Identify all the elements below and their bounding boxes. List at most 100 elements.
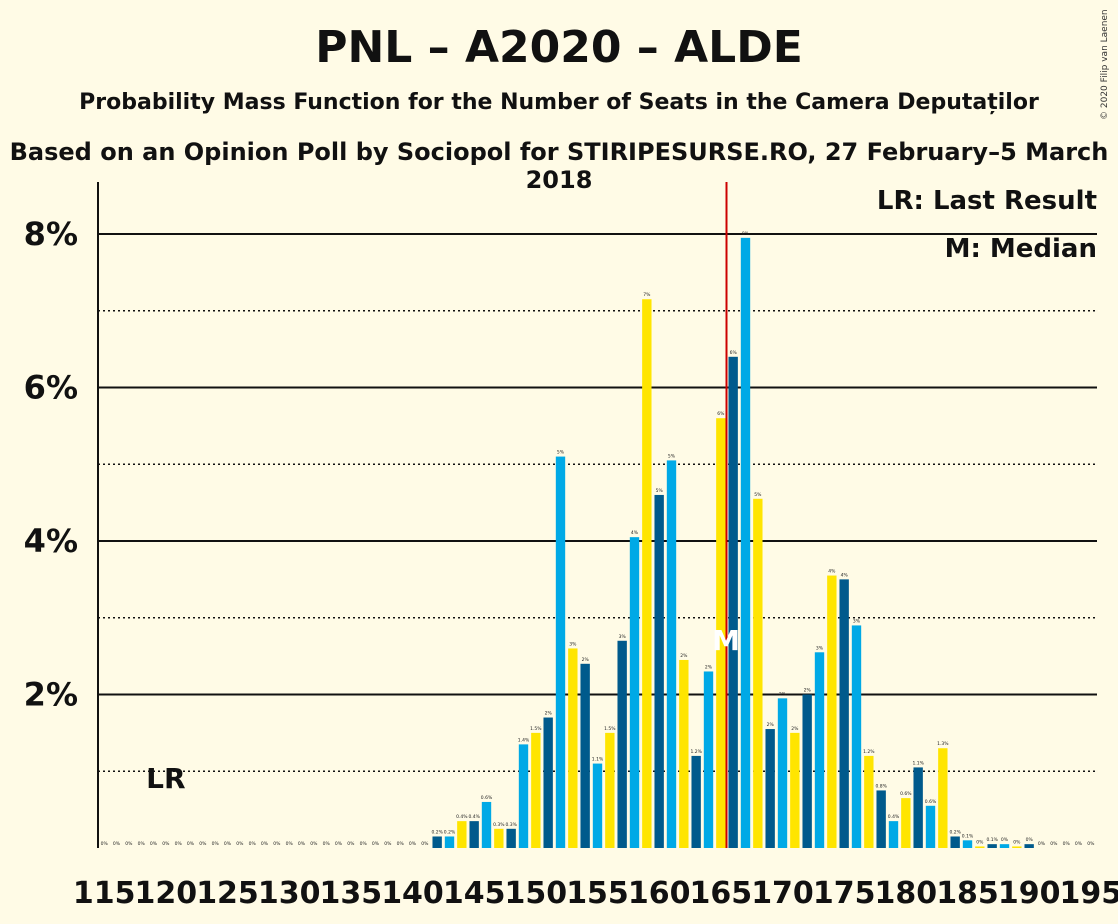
data-label-127: 0% <box>249 841 257 847</box>
bar-173 <box>814 652 825 848</box>
bar-175 <box>839 579 849 848</box>
bar-176 <box>851 625 862 848</box>
bar-171 <box>790 732 800 848</box>
data-label-146: 0.6% <box>481 795 493 801</box>
data-label-185: 0.1% <box>962 833 974 839</box>
x-tick-label: 120 <box>135 876 198 911</box>
data-label-138: 0% <box>384 841 392 847</box>
data-label-122: 0% <box>187 841 195 847</box>
bar-153 <box>568 648 578 848</box>
bar-185 <box>962 840 973 848</box>
data-label-169: 2% <box>767 722 775 728</box>
x-tick-label: 130 <box>258 876 321 911</box>
bar-179 <box>888 821 899 848</box>
data-label-152: 5% <box>557 450 565 456</box>
data-label-129: 0% <box>273 841 281 847</box>
data-label-173: 3% <box>816 645 824 651</box>
bar-160 <box>654 494 664 848</box>
data-label-143: 0.2% <box>444 829 456 835</box>
bar-158 <box>629 537 640 848</box>
bar-149 <box>518 744 529 848</box>
bar-189 <box>1012 846 1022 848</box>
x-tick-label: 125 <box>196 876 259 911</box>
data-label-157: 3% <box>619 634 627 640</box>
x-tick-label: 150 <box>505 876 568 911</box>
data-label-174: 4% <box>828 569 836 575</box>
bar-151 <box>543 717 553 848</box>
grid-lines <box>98 233 1097 772</box>
data-label-190: 0% <box>1026 837 1034 843</box>
x-tick-label: 165 <box>690 876 753 911</box>
median-marker: M <box>712 624 740 657</box>
chart-subtitle: Probability Mass Function for the Number… <box>79 90 1039 115</box>
data-label-159: 7% <box>643 292 651 298</box>
data-label-139: 0% <box>397 841 405 847</box>
x-tick-label: 140 <box>381 876 444 911</box>
axes: 2% 4% 6% 8% 115 120 125 130 135 140 145 150 155 160 16… <box>24 182 1118 911</box>
data-label-176: 3% <box>853 618 861 624</box>
data-label-183: 1.3% <box>937 741 949 747</box>
data-label-172: 2% <box>804 688 812 694</box>
bar-159 <box>642 299 652 848</box>
data-label-140: 0% <box>409 841 417 847</box>
data-label-126: 0% <box>236 841 244 847</box>
data-label-141: 0% <box>421 841 429 847</box>
bar-168 <box>753 498 763 848</box>
data-label-189: 0% <box>1013 839 1021 845</box>
data-label-194: 0% <box>1075 841 1083 847</box>
data-label-124: 0% <box>212 841 220 847</box>
bar-154 <box>580 663 590 848</box>
x-tick-label: 190 <box>998 876 1061 911</box>
data-label-134: 0% <box>335 841 343 847</box>
data-label-136: 0% <box>360 841 368 847</box>
data-label-164: 2% <box>705 664 713 670</box>
bar-183 <box>938 748 948 848</box>
bar-187 <box>987 844 997 848</box>
bar-150 <box>531 732 541 848</box>
data-label-181: 1.1% <box>912 760 924 766</box>
data-label-115: 0% <box>101 841 109 847</box>
data-label-125: 0% <box>224 841 232 847</box>
data-label-133: 0% <box>323 841 331 847</box>
data-label-147: 0.3% <box>493 822 505 828</box>
bars <box>432 237 1034 848</box>
x-tick-label: 155 <box>566 876 629 911</box>
bar-148 <box>506 828 516 848</box>
data-label-168: 5% <box>754 492 762 498</box>
chart-title: PNL – A2020 – ALDE <box>315 22 803 73</box>
data-label-123: 0% <box>199 841 207 847</box>
bar-157 <box>617 640 627 848</box>
data-label-158: 4% <box>631 530 639 536</box>
x-tick-label: 185 <box>936 876 999 911</box>
data-label-137: 0% <box>372 841 380 847</box>
data-label-178: 0.8% <box>875 783 887 789</box>
data-label-135: 0% <box>347 841 355 847</box>
data-label-165: 6% <box>717 411 725 417</box>
data-label-171: 2% <box>791 726 799 732</box>
data-label-116: 0% <box>113 841 121 847</box>
bar-188 <box>999 844 1010 848</box>
data-label-180: 0.6% <box>900 791 912 797</box>
data-label-160: 5% <box>656 488 664 494</box>
data-label-121: 0% <box>175 841 183 847</box>
bar-162 <box>679 659 689 848</box>
last-result-marker: LR <box>146 762 185 795</box>
bar-174 <box>827 575 837 848</box>
data-label-155: 1.1% <box>592 757 604 763</box>
data-label-166: 6% <box>730 350 738 356</box>
bar-155 <box>592 763 603 848</box>
bar-190 <box>1024 844 1034 848</box>
data-label-161: 5% <box>668 453 676 459</box>
data-label-175: 4% <box>841 572 849 578</box>
y-tick-label: 8% <box>24 215 78 253</box>
x-tick-label: 115 <box>73 876 136 911</box>
bar-178 <box>876 790 886 848</box>
bar-152 <box>555 456 566 848</box>
bar-166 <box>728 356 738 848</box>
data-label-117: 0% <box>125 841 133 847</box>
x-tick-label: 175 <box>813 876 876 911</box>
data-label-186: 0% <box>976 839 984 845</box>
bar-181 <box>913 767 923 848</box>
y-tick-label: 6% <box>24 369 78 407</box>
data-label-179: 0.4% <box>888 814 900 820</box>
